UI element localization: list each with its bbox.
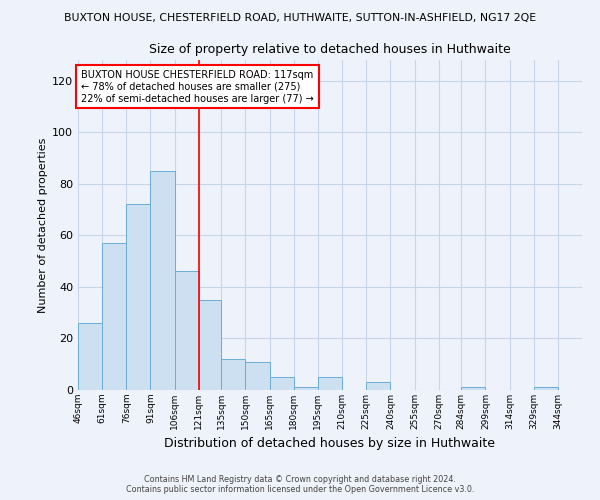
- X-axis label: Distribution of detached houses by size in Huthwaite: Distribution of detached houses by size …: [164, 438, 496, 450]
- Bar: [269, 377, 294, 390]
- Bar: [318, 377, 342, 390]
- Bar: [199, 300, 221, 390]
- Bar: [151, 171, 175, 390]
- Bar: [175, 272, 199, 390]
- Bar: [221, 359, 245, 390]
- Text: Contains HM Land Registry data © Crown copyright and database right 2024.
Contai: Contains HM Land Registry data © Crown c…: [126, 474, 474, 494]
- Bar: [461, 388, 485, 390]
- Bar: [102, 243, 127, 390]
- Title: Size of property relative to detached houses in Huthwaite: Size of property relative to detached ho…: [149, 43, 511, 56]
- Bar: [245, 362, 269, 390]
- Text: BUXTON HOUSE, CHESTERFIELD ROAD, HUTHWAITE, SUTTON-IN-ASHFIELD, NG17 2QE: BUXTON HOUSE, CHESTERFIELD ROAD, HUTHWAI…: [64, 12, 536, 22]
- Bar: [127, 204, 151, 390]
- Text: BUXTON HOUSE CHESTERFIELD ROAD: 117sqm
← 78% of detached houses are smaller (275: BUXTON HOUSE CHESTERFIELD ROAD: 117sqm ←…: [81, 70, 314, 104]
- Bar: [533, 388, 558, 390]
- Y-axis label: Number of detached properties: Number of detached properties: [38, 138, 48, 312]
- Bar: [78, 323, 102, 390]
- Bar: [366, 382, 391, 390]
- Bar: [294, 388, 318, 390]
